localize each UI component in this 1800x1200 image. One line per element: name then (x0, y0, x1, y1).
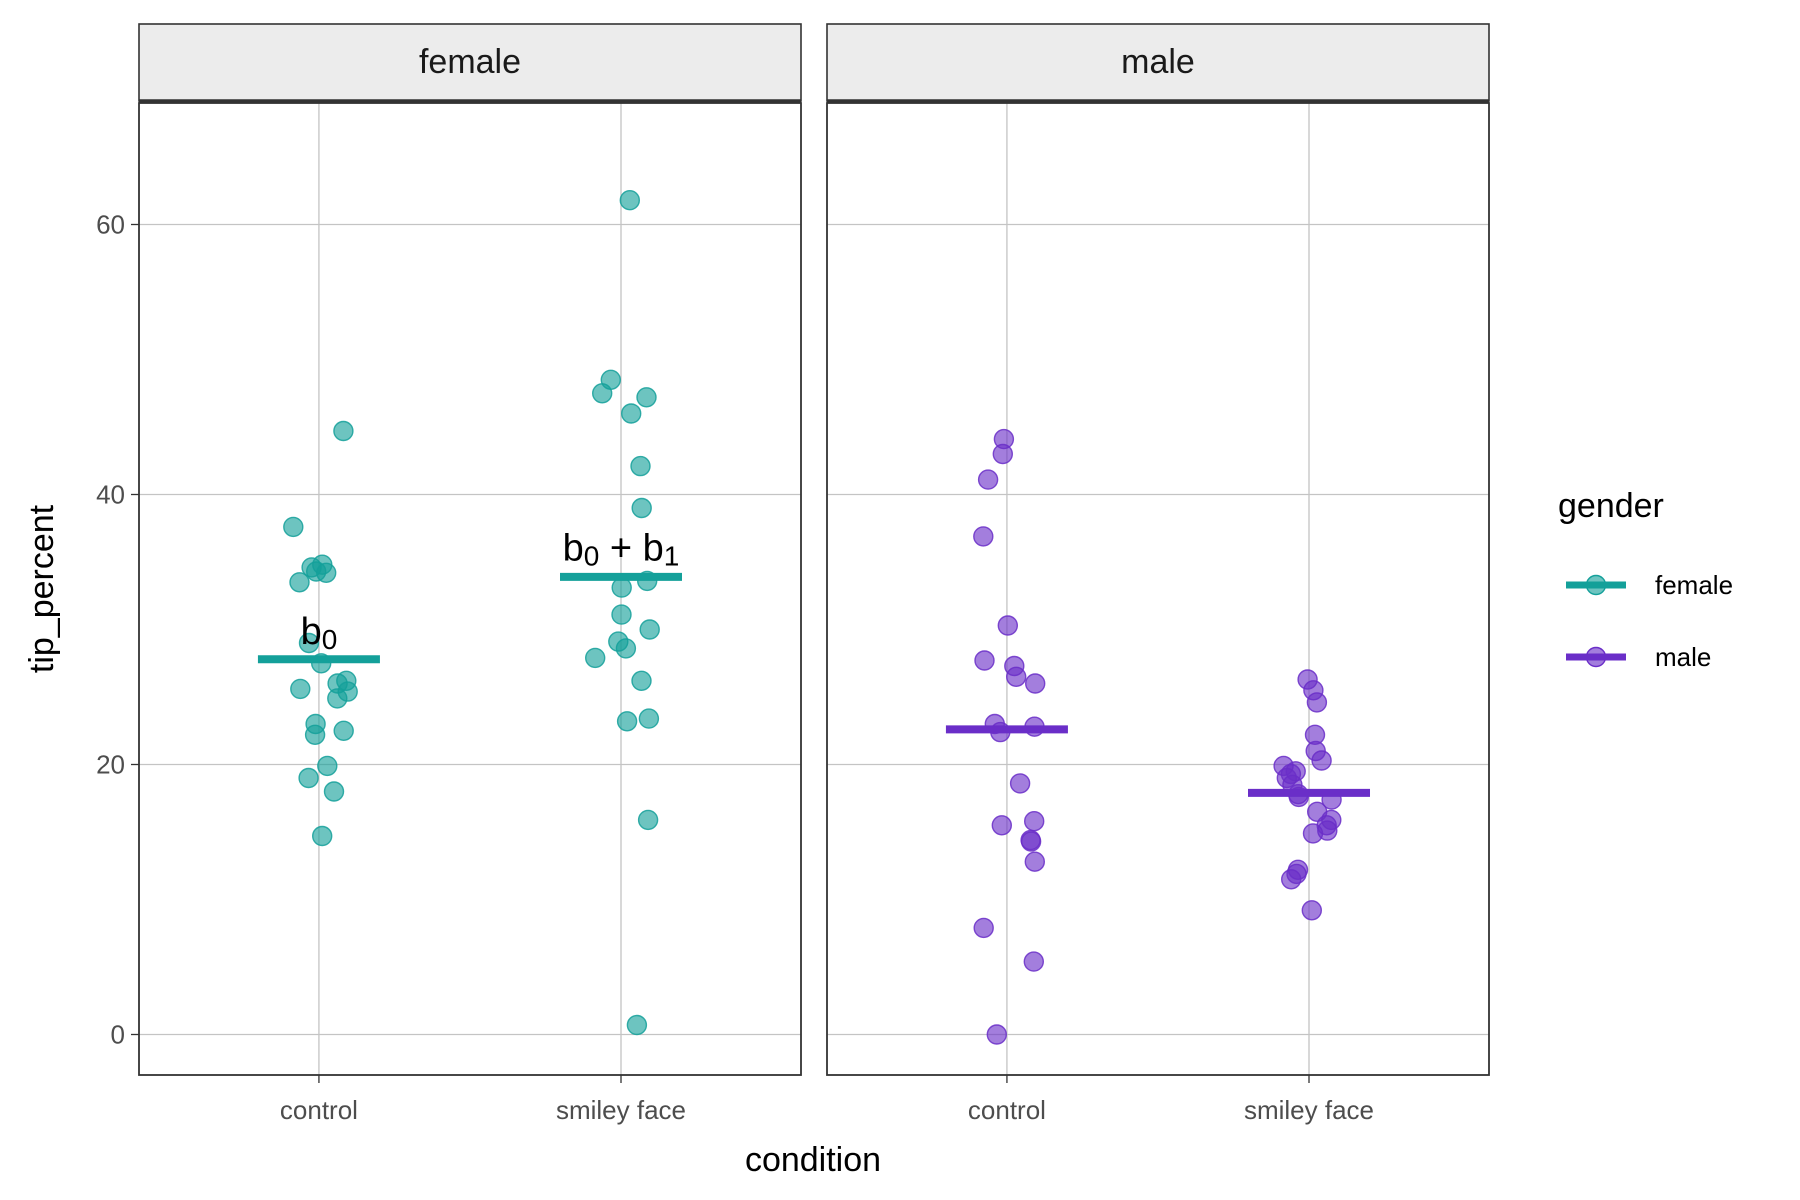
data-point (289, 572, 310, 593)
panel-female-border (138, 102, 802, 1076)
data-point (1302, 823, 1324, 844)
data-point (298, 632, 320, 654)
data-point (327, 688, 348, 709)
data-point (1280, 869, 1302, 890)
y-tick-label: 20 (96, 750, 125, 780)
y-tick-label: 0 (111, 1020, 125, 1050)
legend-key-point-female (1585, 574, 1607, 596)
strip-female-label: female (419, 43, 521, 81)
data-point (592, 383, 613, 404)
data-point (626, 1014, 648, 1036)
data-point (636, 387, 657, 408)
strip-male-label: male (1121, 43, 1195, 81)
data-point (992, 443, 1013, 465)
data-point (639, 619, 660, 640)
data-point (615, 638, 637, 659)
data-point (316, 562, 337, 583)
legend: gender female male (1558, 487, 1733, 672)
data-point (333, 420, 354, 442)
data-point (1306, 692, 1328, 713)
data-point (986, 1024, 1007, 1045)
data-point (333, 720, 354, 741)
legend-key-point-male (1585, 646, 1607, 668)
data-point (619, 189, 640, 211)
data-point (611, 604, 632, 625)
data-point (312, 825, 333, 847)
data-point (997, 615, 1018, 636)
y-tick-label: 40 (96, 480, 125, 510)
annotation-0: b0 (301, 611, 338, 655)
data-point (323, 781, 345, 802)
x-tick-label: control (280, 1095, 358, 1125)
data-point (304, 724, 326, 745)
panel-male: male (826, 23, 1490, 1076)
data-point (298, 767, 319, 789)
panel-female-means (257, 572, 683, 664)
data-point (973, 526, 994, 547)
y-tick-label: 60 (96, 210, 125, 240)
panel-male-background (827, 103, 1489, 1075)
strip-female (138, 23, 802, 102)
data-point (1009, 773, 1031, 794)
panel-male-points (973, 428, 1342, 1045)
panel-male-means (945, 725, 1371, 797)
data-point (290, 678, 311, 700)
x-tick-label: smiley face (1244, 1095, 1374, 1125)
data-point (1024, 673, 1046, 694)
panel-male-border (826, 102, 1490, 1076)
data-point (621, 403, 642, 424)
data-point (317, 755, 338, 777)
data-point (631, 670, 652, 691)
data-point (1023, 811, 1045, 832)
data-point (977, 469, 999, 490)
data-point (1024, 851, 1046, 872)
data-point (1006, 666, 1027, 687)
panel-female-annotations: b0 b0 + b1 (301, 528, 680, 656)
data-point (611, 577, 632, 598)
data-point (585, 647, 606, 669)
data-point (616, 711, 638, 732)
data-point (1020, 831, 1042, 852)
legend-label-female: female (1655, 570, 1733, 600)
data-point (630, 455, 651, 477)
legend-title: gender (1558, 487, 1664, 525)
data-point (637, 809, 659, 831)
x-axis: control smiley face control smiley face (280, 1075, 1374, 1125)
data-point (631, 497, 652, 519)
y-axis: 0 20 40 60 (96, 210, 139, 1050)
data-point (991, 815, 1012, 836)
x-tick-label: control (968, 1095, 1046, 1125)
x-tick-label: smiley face (556, 1095, 686, 1125)
panel-female: female b0 b0 + b1 (138, 23, 802, 1076)
strip-male (826, 23, 1490, 102)
panel-female-background (139, 103, 801, 1075)
data-point (1023, 951, 1045, 972)
data-point (638, 708, 660, 729)
x-axis-title: condition (745, 1141, 881, 1179)
data-point (283, 516, 304, 538)
data-point (973, 917, 994, 939)
legend-label-male: male (1655, 642, 1711, 672)
y-axis-title: tip_percent (23, 504, 61, 673)
data-point (1301, 900, 1323, 921)
annotation-1: b0 + b1 (563, 528, 680, 572)
data-point (1311, 750, 1332, 771)
data-point (974, 650, 995, 671)
